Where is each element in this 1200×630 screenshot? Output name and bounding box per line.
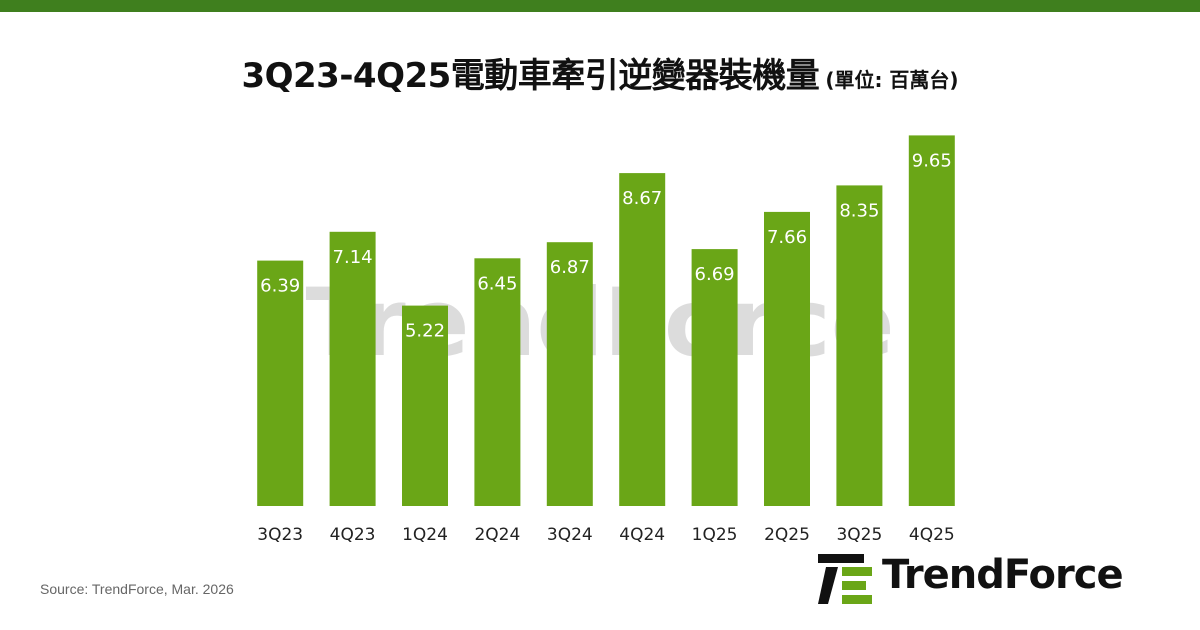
x-tick-3Q25: 3Q25 [836,525,882,545]
bar-1Q24 [402,305,448,506]
bar-4Q23 [329,231,376,507]
chart-title-main: 3Q23-4Q25電動車牽引逆變器裝機量 [241,56,820,96]
chart-title-unit: (單位: 百萬台) [825,68,959,92]
trendforce-logo-icon [818,554,872,604]
bar-4Q24 [619,173,666,506]
bar-4Q25 [908,135,955,506]
bar-3Q23 [257,260,304,506]
data-label-4Q23: 7.14 [333,247,373,268]
data-label-3Q24: 6.87 [550,257,590,278]
x-tick-4Q23: 4Q23 [330,525,376,545]
x-tick-4Q25: 4Q25 [909,525,955,545]
x-tick-2Q25: 2Q25 [764,525,810,545]
data-label-4Q25: 9.65 [912,150,952,171]
trendforce-logo-text: TrendForce [882,552,1124,598]
x-axis-tick-labels: 3Q23 4Q23 1Q24 2Q24 3Q24 4Q24 1Q25 2Q25 3Q25 4Q25 [257,525,954,545]
bar-1Q25 [691,249,738,506]
x-tick-3Q23: 3Q23 [257,525,303,545]
data-label-2Q24: 6.45 [477,273,517,294]
bar-3Q24 [546,242,593,506]
bar-3Q25 [836,185,883,506]
x-tick-1Q25: 1Q25 [692,525,738,545]
data-labels-group: 6.39 7.14 5.22 6.45 6.87 8.67 6.69 7.66 8.35 9.65 [260,150,952,341]
bar-2Q25 [764,211,810,506]
x-tick-4Q24: 4Q24 [619,525,665,545]
data-label-3Q23: 6.39 [260,276,300,297]
data-label-1Q25: 6.69 [695,264,735,285]
x-tick-2Q24: 2Q24 [474,525,520,545]
data-label-2Q25: 7.66 [767,227,807,248]
x-tick-3Q24: 3Q24 [547,525,593,545]
chart-title: 3Q23-4Q25電動車牽引逆變器裝機量 (單位: 百萬台) [0,48,1200,97]
source-note: Source: TrendForce, Mar. 2026 [40,581,234,597]
x-tick-1Q24: 1Q24 [402,525,448,545]
data-label-1Q24: 5.22 [405,321,445,342]
bar-2Q24 [474,258,521,506]
trendforce-logo: TrendForce [818,550,1168,606]
top-accent-bar [0,0,1200,12]
bars-group [257,135,955,507]
data-label-4Q24: 8.67 [622,188,662,209]
data-label-3Q25: 8.35 [839,200,879,221]
